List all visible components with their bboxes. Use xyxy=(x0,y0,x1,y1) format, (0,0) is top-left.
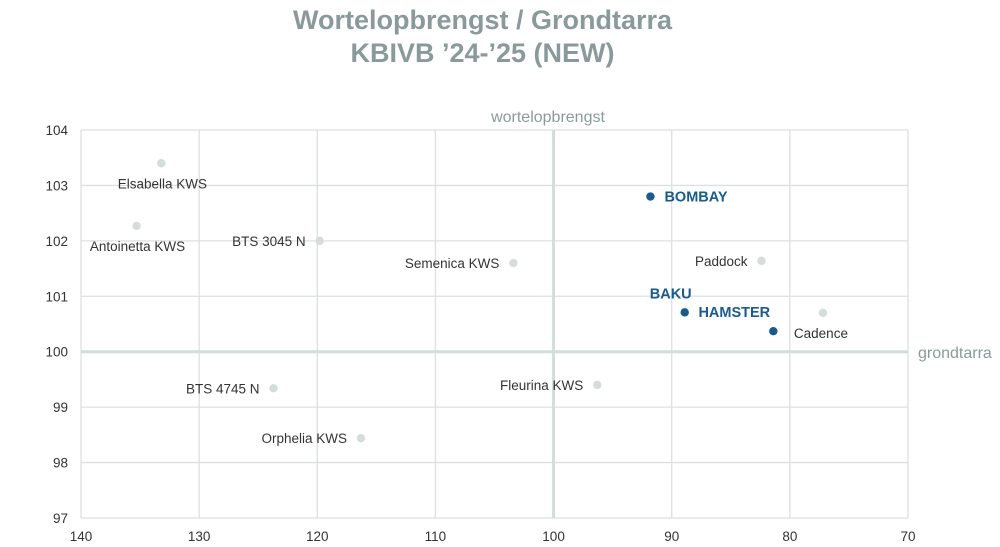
point-marker[interactable] xyxy=(680,308,689,317)
data-point[interactable]: Paddock xyxy=(695,254,766,269)
point-marker[interactable] xyxy=(356,433,366,443)
point-label: Cadence xyxy=(794,326,848,341)
x-axis-title: grondtarra xyxy=(918,345,992,362)
data-point[interactable]: BOMBAY xyxy=(646,190,728,206)
quadrant-axes xyxy=(81,130,908,518)
data-point[interactable]: Semenica KWS xyxy=(405,256,518,271)
x-tick-label: 100 xyxy=(542,529,565,544)
point-marker[interactable] xyxy=(315,236,324,246)
y-tick-label: 101 xyxy=(45,289,68,304)
chart-title: Wortelopbrengst / Grondtarra KBIVB ’24-’… xyxy=(0,4,965,70)
data-point[interactable]: BAKU xyxy=(650,286,692,317)
point-marker[interactable] xyxy=(646,192,655,201)
data-point[interactable]: Orphelia KWS xyxy=(261,431,366,446)
point-label: Orphelia KWS xyxy=(261,431,347,446)
data-points: Elsabella KWS Antoinetta KWS BTS 3045 N Sem… xyxy=(90,159,848,446)
chart-title-line1: Wortelopbrengst / Grondtarra xyxy=(292,5,673,35)
x-tick-label: 140 xyxy=(70,529,93,544)
data-point[interactable]: Antoinetta KWS xyxy=(90,221,185,254)
point-label: BAKU xyxy=(650,286,692,302)
point-label: Elsabella KWS xyxy=(118,176,207,191)
point-marker[interactable] xyxy=(593,380,602,390)
x-tick-label: 120 xyxy=(306,529,329,544)
y-axis-ticks: 97 98 99 100 101 102 103 104 xyxy=(45,123,68,526)
point-label: Paddock xyxy=(695,254,748,269)
x-tick-label: 110 xyxy=(425,529,447,544)
point-label: BTS 3045 N xyxy=(232,234,306,249)
point-marker[interactable] xyxy=(769,327,778,336)
data-point[interactable]: Elsabella KWS xyxy=(118,159,207,191)
x-tick-label: 90 xyxy=(664,529,679,544)
data-point[interactable]: Fleurina KWS xyxy=(500,378,602,393)
chart-title-line2: KBIVB ’24-’25 (NEW) xyxy=(350,38,615,68)
x-tick-label: 70 xyxy=(900,529,915,544)
point-marker[interactable] xyxy=(132,221,141,231)
x-axis-ticks: 140 130 120 110 100 90 80 70 xyxy=(70,529,916,544)
y-tick-label: 104 xyxy=(45,123,68,138)
y-axis-title: wortelopbrengst xyxy=(490,109,605,126)
x-tick-label: 80 xyxy=(782,529,797,544)
point-label: HAMSTER xyxy=(698,305,770,321)
point-label: BTS 4745 N xyxy=(186,381,260,396)
point-marker[interactable] xyxy=(757,256,766,266)
point-label: Semenica KWS xyxy=(405,256,500,271)
data-point[interactable]: BTS 4745 N xyxy=(186,381,278,396)
point-label: Fleurina KWS xyxy=(500,378,583,393)
y-tick-label: 102 xyxy=(45,234,68,249)
data-point[interactable]: BTS 3045 N xyxy=(232,234,324,249)
point-label: BOMBAY xyxy=(664,190,727,206)
y-tick-label: 99 xyxy=(53,400,68,415)
y-tick-label: 98 xyxy=(53,456,68,471)
point-marker[interactable] xyxy=(818,308,828,318)
y-tick-label: 100 xyxy=(45,345,68,360)
y-tick-label: 103 xyxy=(45,178,68,193)
point-marker[interactable] xyxy=(509,258,518,268)
data-point[interactable]: Cadence xyxy=(794,308,848,341)
point-marker[interactable] xyxy=(269,384,278,393)
data-point[interactable]: HAMSTER xyxy=(698,305,778,336)
y-tick-label: 97 xyxy=(53,511,68,526)
x-tick-label: 130 xyxy=(188,529,211,544)
point-marker[interactable] xyxy=(157,159,166,168)
point-label: Antoinetta KWS xyxy=(90,239,185,254)
